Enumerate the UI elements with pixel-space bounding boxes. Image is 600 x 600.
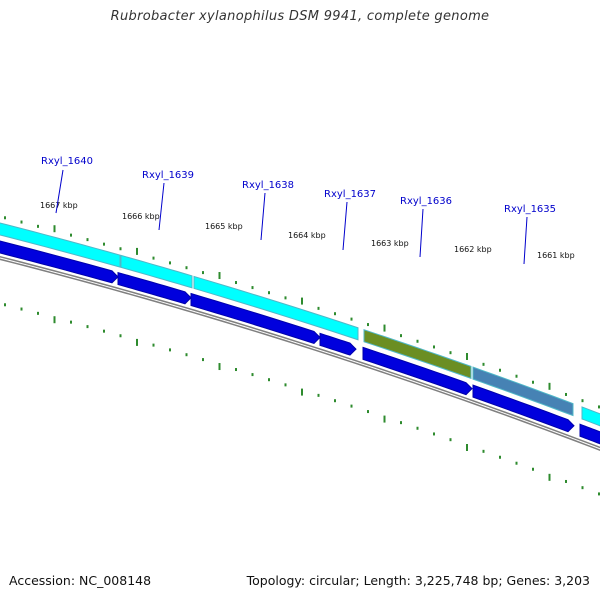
cyan-feature-3 bbox=[193, 275, 359, 341]
cyan-feature-1 bbox=[0, 222, 121, 268]
gene-arrow-1634 bbox=[579, 423, 600, 445]
kbp-label: 1665 kbp bbox=[205, 222, 243, 231]
cyan-feature-4 bbox=[581, 406, 600, 427]
olive-feature bbox=[363, 329, 472, 380]
map-title: Rubrobacter xylanophilus DSM 9941, compl… bbox=[110, 9, 490, 24]
genome-summary-text: Topology: circular; Length: 3,225,748 bp… bbox=[246, 573, 590, 588]
accession-text: Accession: NC_008148 bbox=[9, 573, 152, 588]
gene-label[interactable]: Rxyl_1635 bbox=[504, 204, 556, 215]
kbp-label: 1663 kbp bbox=[371, 239, 409, 248]
gene-label[interactable]: Rxyl_1639 bbox=[142, 170, 194, 181]
gene-label[interactable]: Rxyl_1637 bbox=[324, 189, 376, 200]
steelblue-feature bbox=[472, 366, 574, 417]
gene-label[interactable]: Rxyl_1636 bbox=[400, 196, 452, 207]
kbp-label: 1661 kbp bbox=[537, 251, 575, 260]
kbp-label: 1666 kbp bbox=[122, 212, 160, 221]
gene-label[interactable]: Rxyl_1638 bbox=[242, 180, 294, 191]
gene-arrow-1636 bbox=[362, 346, 473, 396]
gene-arrow-1638 bbox=[190, 292, 321, 344]
gene-label-leader bbox=[342, 201, 348, 251]
gene-label-leader bbox=[55, 169, 64, 214]
gene-arrow-1639 bbox=[117, 271, 192, 305]
kbp-label: 1664 kbp bbox=[288, 231, 326, 240]
gene-label-leader bbox=[419, 208, 424, 258]
kbp-label: 1667 kbp bbox=[40, 201, 78, 210]
gene-label[interactable]: Rxyl_1640 bbox=[41, 156, 93, 167]
gene-arrow-1640 bbox=[0, 240, 119, 284]
kbp-label: 1662 kbp bbox=[454, 245, 492, 254]
cyan-feature-2 bbox=[120, 254, 193, 289]
genome-backbone bbox=[0, 255, 600, 451]
genome-backbone-inner bbox=[0, 257, 600, 450]
gene-arrow-1635 bbox=[472, 384, 575, 433]
gene-label-leader bbox=[158, 182, 165, 231]
gene-arrow-1637 bbox=[319, 332, 357, 356]
gene-label-leader bbox=[523, 216, 528, 265]
gene-label-leader bbox=[260, 192, 266, 241]
